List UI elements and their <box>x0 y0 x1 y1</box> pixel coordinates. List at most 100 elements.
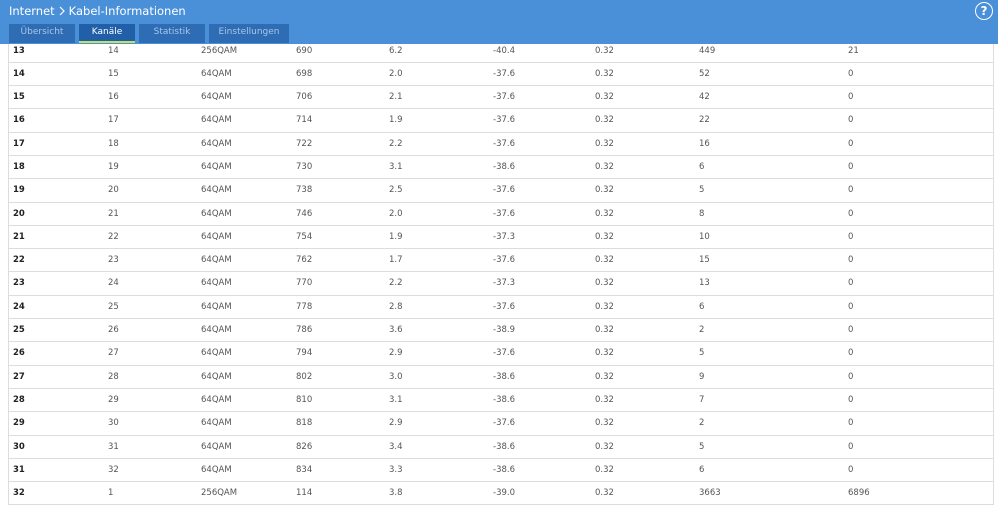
tab[interactable]: Statistik <box>139 24 205 43</box>
table: 13 14 256QAM 690 6.2 -40.4 0.32 449 21 14 15 64QAM 6… <box>8 39 994 506</box>
table-cell: 26 <box>13 348 25 359</box>
table-cell: 31 <box>13 464 25 475</box>
table-cell: 15 <box>108 68 119 79</box>
table-row: 15 16 64QAM 706 2.1 -37.6 0.32 42 0 <box>9 86 993 110</box>
table-cell: 64QAM <box>201 255 232 266</box>
help-button[interactable]: ? <box>975 2 993 20</box>
table-cell: 30 <box>13 441 25 452</box>
table-cell: 770 <box>296 278 313 289</box>
table-row: 25 26 64QAM 786 3.6 -38.9 0.32 2 0 <box>9 319 993 343</box>
table-cell: 21 <box>13 231 25 242</box>
table-cell: -38.6 <box>493 371 515 382</box>
tab[interactable]: Kanäle <box>79 24 135 43</box>
table-cell: 64QAM <box>201 278 232 289</box>
table-cell: -37.6 <box>493 208 515 219</box>
table-cell: 17 <box>108 115 119 126</box>
table-cell: 22 <box>699 115 710 126</box>
table-cell: 20 <box>13 208 25 219</box>
table-cell: 3.3 <box>389 464 403 475</box>
tabs: Übersicht Kanäle Statistik Einstellungen <box>9 24 289 43</box>
table-cell: 730 <box>296 161 313 172</box>
table-cell: 5 <box>699 185 705 196</box>
table-cell: 24 <box>13 301 25 312</box>
table-cell: 0 <box>848 371 854 382</box>
table-cell: 64QAM <box>201 68 232 79</box>
table-cell: -38.6 <box>493 161 515 172</box>
table-cell: 2.9 <box>389 348 403 359</box>
table-cell: 690 <box>296 45 313 56</box>
table-cell: 18 <box>108 138 119 149</box>
table-cell: 17 <box>13 138 25 149</box>
table-cell: 810 <box>296 394 313 405</box>
table-row: 29 30 64QAM 818 2.9 -37.6 0.32 2 0 <box>9 412 993 436</box>
table-cell: 754 <box>296 231 313 242</box>
table-row: 22 23 64QAM 762 1.7 -37.6 0.32 15 0 <box>9 249 993 273</box>
table-cell: 0.32 <box>595 115 614 126</box>
table-cell: 0 <box>848 348 854 359</box>
table-cell: 0 <box>848 138 854 149</box>
table-cell: 2.2 <box>389 278 403 289</box>
table-cell: 0.32 <box>595 185 614 196</box>
table-cell: 1.9 <box>389 115 403 126</box>
table-cell: 0.32 <box>595 255 614 266</box>
table-cell: 24 <box>108 278 119 289</box>
table-cell: -40.4 <box>493 45 515 56</box>
table-cell: 2.5 <box>389 185 403 196</box>
table-cell: -38.6 <box>493 441 515 452</box>
breadcrumb: Internet Kabel-Informationen <box>9 4 186 18</box>
breadcrumb-item[interactable]: Internet <box>9 4 55 18</box>
table-cell: 26 <box>108 325 119 336</box>
table-cell: 0 <box>848 68 854 79</box>
table-cell: 25 <box>108 301 119 312</box>
table-cell: 64QAM <box>201 92 232 103</box>
table-cell: 2.0 <box>389 208 403 219</box>
table-cell: 20 <box>108 185 119 196</box>
tab[interactable]: Einstellungen <box>209 24 289 43</box>
table-cell: 13 <box>699 278 710 289</box>
table-cell: 32 <box>108 464 119 475</box>
table-cell: 19 <box>13 185 25 196</box>
table-row: 27 28 64QAM 802 3.0 -38.6 0.32 9 0 <box>9 366 993 389</box>
table-cell: -37.6 <box>493 348 515 359</box>
table-cell: 2 <box>699 325 705 336</box>
table-cell: 0 <box>848 231 854 242</box>
table-row: 13 14 256QAM 690 6.2 -40.4 0.32 449 21 <box>9 40 993 63</box>
table-cell: 5 <box>699 441 705 452</box>
table-cell: 27 <box>108 348 119 359</box>
chevron <box>59 6 65 16</box>
table-cell: -37.6 <box>493 138 515 149</box>
table-cell: 746 <box>296 208 313 219</box>
table-cell: 778 <box>296 301 313 312</box>
table-cell: 21 <box>108 208 119 219</box>
table-cell: -38.6 <box>493 394 515 405</box>
table-cell: 32 <box>13 488 25 499</box>
table-cell: 114 <box>296 488 313 499</box>
table-cell: 3.4 <box>389 441 403 452</box>
table-cell: 64QAM <box>201 394 232 405</box>
table-cell: 786 <box>296 325 313 336</box>
table-cell: 16 <box>13 115 25 126</box>
table-cell: 29 <box>13 418 25 429</box>
table-cell: 0.32 <box>595 138 614 149</box>
table-row: 28 29 64QAM 810 3.1 -38.6 0.32 7 0 <box>9 389 993 413</box>
table-row: 14 15 64QAM 698 2.0 -37.6 0.32 52 0 <box>9 63 993 87</box>
table-cell: 64QAM <box>201 418 232 429</box>
table-cell: 42 <box>699 92 710 103</box>
table-cell: 3.8 <box>389 488 403 499</box>
table-cell: 21 <box>848 45 859 56</box>
tab[interactable]: Übersicht <box>9 24 75 43</box>
table-cell: 0.32 <box>595 441 614 452</box>
table-cell: 0 <box>848 161 854 172</box>
table-row: 20 21 64QAM 746 2.0 -37.6 0.32 8 0 <box>9 203 993 226</box>
table-row: 32 1 256QAM 114 3.8 -39.0 0.32 3663 6896 <box>9 482 993 506</box>
table-cell: 7 <box>699 394 705 405</box>
table-cell: 2 <box>699 418 705 429</box>
table-cell: 28 <box>108 371 119 382</box>
table-cell: -37.6 <box>493 255 515 266</box>
table-cell: 64QAM <box>201 115 232 126</box>
table-cell: 0 <box>848 208 854 219</box>
table-cell: 64QAM <box>201 161 232 172</box>
table-cell: 0.32 <box>595 418 614 429</box>
table-cell: 18 <box>13 161 25 172</box>
table-cell: 0 <box>848 325 854 336</box>
